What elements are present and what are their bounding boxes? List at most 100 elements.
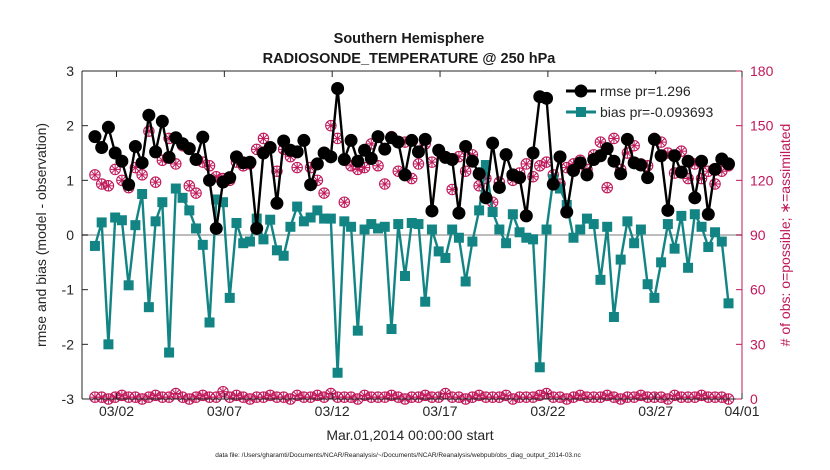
- obs-bottom-point: [358, 389, 371, 402]
- legend-rmse-marker: [574, 84, 588, 98]
- bias-point: [433, 246, 444, 257]
- rmse-point: [310, 157, 324, 171]
- rmse-point: [553, 150, 567, 164]
- rmse-point: [324, 150, 338, 164]
- bias-point: [581, 213, 592, 224]
- bias-point: [534, 362, 545, 373]
- rmse-point: [452, 206, 466, 220]
- x-tick-label: 03/12: [315, 403, 350, 419]
- rmse-point: [540, 91, 554, 105]
- obs-bottom-point: [223, 391, 236, 403]
- obs-bottom-point: [567, 391, 580, 403]
- bias-point: [541, 224, 552, 235]
- rmse-point: [425, 204, 439, 218]
- bias-point: [494, 224, 505, 235]
- obs-bottom-point: [655, 391, 667, 403]
- bias-point: [575, 224, 586, 235]
- obs-possible-point: [594, 136, 607, 148]
- y-right-tick-label: 150: [750, 118, 774, 134]
- bias-point: [399, 271, 410, 281]
- rmse-point: [405, 133, 419, 147]
- legend-box: [557, 74, 740, 124]
- rmse-point: [128, 139, 142, 153]
- obs-bottom-point: [453, 391, 465, 403]
- rmse-point: [149, 145, 163, 159]
- obs-possible-point: [520, 158, 533, 170]
- bias-point: [312, 205, 323, 216]
- bias-point: [710, 227, 721, 238]
- obs-bottom-point: [143, 391, 155, 403]
- rmse-point: [560, 205, 574, 219]
- rmse-point: [122, 178, 136, 192]
- obs-possible-point: [102, 180, 115, 192]
- rmse-point: [580, 168, 594, 182]
- bias-point: [669, 243, 680, 254]
- bias-point: [191, 223, 202, 234]
- obs-possible-point: [89, 169, 101, 181]
- bias-point: [278, 250, 289, 261]
- bias-point: [588, 219, 599, 230]
- rmse-point: [101, 120, 115, 134]
- obs-bottom-point: [716, 391, 728, 403]
- bias-point: [137, 189, 148, 199]
- rmse-point: [378, 142, 392, 156]
- bias-point: [184, 205, 195, 216]
- rmse-point: [371, 130, 385, 144]
- rmse-point: [620, 132, 634, 146]
- bias-point: [339, 216, 350, 227]
- obs-bottom-point: [392, 391, 404, 403]
- bias-point: [197, 239, 208, 250]
- y-tick-label: 1: [66, 172, 74, 188]
- rmse-point: [614, 167, 628, 181]
- rmse-point: [351, 154, 365, 168]
- bias-point: [177, 192, 188, 203]
- bias-point: [487, 207, 498, 218]
- y-right-tick-label: 30: [750, 336, 766, 352]
- y-right-tick-label: 180: [750, 63, 774, 79]
- rmse-point: [243, 155, 257, 169]
- rmse-point: [499, 148, 513, 162]
- obs-possible-point: [136, 169, 148, 181]
- y-tick-label: 3: [66, 63, 74, 79]
- bias-point: [103, 339, 114, 350]
- rmse-point: [607, 154, 621, 168]
- obs-bottom-point: [493, 391, 506, 403]
- rmse-point: [391, 135, 405, 149]
- obs-possible-point: [109, 163, 121, 176]
- obs-possible-point: [318, 187, 330, 199]
- bias-point: [467, 236, 478, 247]
- rmse-point: [701, 207, 715, 221]
- bias-point: [244, 236, 255, 247]
- obs-possible-point: [149, 176, 162, 188]
- rmse-point: [337, 153, 351, 167]
- obs-bottom-point: [527, 391, 539, 403]
- rmse-point: [182, 142, 196, 156]
- legend: rmse pr=1.296 bias pr=-0.093693: [557, 74, 740, 124]
- obs-possible-point: [601, 181, 613, 194]
- bias-point: [622, 216, 633, 227]
- bias-point: [352, 325, 363, 336]
- rmse-point: [674, 165, 688, 179]
- obs-bottom-point: [432, 391, 445, 403]
- series-layer: [88, 81, 736, 405]
- bias-point: [608, 312, 619, 322]
- bias-point: [474, 205, 485, 216]
- bias-point: [501, 238, 512, 249]
- rmse-point: [526, 146, 540, 160]
- y-axis-right-label: # of obs: o=possible; ∗=assimilated: [777, 124, 793, 347]
- y-tick-label: 0: [66, 227, 74, 243]
- bias-point: [716, 236, 727, 247]
- bias-point: [164, 347, 175, 358]
- bias-point: [413, 219, 424, 230]
- obs-bottom-point: [277, 391, 290, 403]
- bias-point: [615, 254, 626, 265]
- bias-point: [426, 224, 437, 235]
- bias-point: [629, 238, 640, 249]
- rmse-point: [634, 158, 648, 172]
- bias-point: [447, 224, 458, 235]
- bias-point: [325, 213, 336, 224]
- bias-point: [528, 234, 539, 245]
- rmse-point: [519, 209, 533, 223]
- obs-bottom-point: [257, 391, 270, 403]
- rmse-point: [209, 221, 223, 235]
